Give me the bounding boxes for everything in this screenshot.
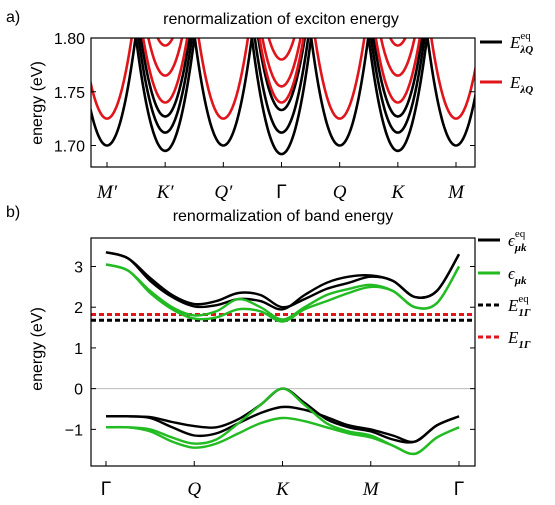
b-legend-eq-exciton-label: Eeq 1Γ [507, 293, 531, 319]
a-series0-valley-0-0 [91, 38, 137, 147]
b-xtick-label-0: Γ [101, 479, 111, 500]
a-series1-valley-6-0 [430, 38, 475, 120]
a-series1-valley-3-1 [261, 38, 302, 88]
a-xtick-label-5: K [390, 182, 405, 203]
b-legend-eq-exciton: Eeq 1Γ [478, 293, 531, 319]
a-series1-valley-5-0 [374, 38, 422, 104]
panel-b-label: b) [6, 204, 20, 221]
a-legend-eq-label: Eeq λQ [509, 30, 533, 56]
a-xtick-label-4: Q [333, 182, 347, 203]
b-ytick-label-1: 0 [74, 382, 83, 399]
b-xtick-label-2: K [275, 479, 290, 500]
a-legend-eq: Eeq λQ [480, 30, 533, 56]
panel-a-label: a) [6, 9, 20, 26]
a-ytick-label-2: 1.80 [54, 31, 85, 48]
a-ytick-label-1: 1.75 [54, 85, 85, 102]
a-ytick-label-0: 1.70 [54, 139, 85, 156]
a-series0-valley-2-0 [193, 38, 254, 147]
b-legend-ren-band: ϵμk [478, 264, 527, 287]
a-series0-valley-3-0 [250, 38, 313, 156]
a-xtick-label-2: Q′ [214, 182, 233, 203]
panel-a-ylabel: energy (eV) [29, 61, 46, 145]
panel-a-legend: Eeq λQ EλQ [480, 30, 533, 96]
a-series0-valley-5-2 [372, 38, 424, 118]
b-xtick-label-3: M [362, 479, 380, 500]
panel-b-legend: ϵeq μk ϵμk Eeq 1Γ E1Γ [478, 228, 531, 351]
a-legend-ren: EλQ [480, 73, 533, 96]
a-series1-valley-5-1 [379, 38, 416, 77]
a-series1-valley-2-0 [197, 38, 250, 120]
b-ytick-label-4: 3 [74, 260, 83, 277]
panel-a: a) renormalization of exciton energy ene… [6, 9, 533, 203]
b-xtick-label-4: Γ [454, 479, 464, 500]
panel-a-title: renormalization of exciton energy [163, 11, 399, 28]
b-legend-ren-exciton: E1Γ [478, 328, 531, 351]
a-series0-valley-4-0 [309, 38, 370, 147]
a-series1-valley-3-0 [258, 38, 305, 104]
a-series1-valley-1-1 [147, 38, 184, 77]
a-series0-valley-5-0 [367, 38, 429, 153]
b-xtick-label-1: Q [187, 479, 201, 500]
b-ytick-label-0: −1 [65, 422, 83, 439]
a-xtick-label-3: Γ [276, 182, 286, 203]
a-series1-valley-0-0 [91, 38, 133, 120]
panel-b-title: renormalization of band energy [173, 208, 394, 225]
b-ytick-label-2: 1 [74, 341, 83, 358]
a-series1-valley-4-0 [313, 38, 366, 120]
b-legend-eq-band: ϵeq μk [478, 228, 527, 254]
b-series-3 [105, 405, 460, 444]
a-frame [90, 37, 476, 168]
a-series1-valley-5-2 [388, 38, 407, 47]
b-legend-eq-band-label: ϵeq μk [508, 228, 527, 254]
b-series-7 [105, 416, 460, 456]
a-series0-valley-6-0 [426, 38, 475, 147]
b-series-1 [105, 251, 461, 311]
a-series0-valley-1-2 [139, 38, 191, 118]
b-series-5 [105, 263, 461, 323]
b-ytick-label-3: 2 [74, 300, 83, 317]
a-series1-valley-3-2 [267, 38, 296, 61]
a-xtick-label-6: M [447, 182, 465, 203]
panel-b: b) renormalization of band energy energy… [6, 204, 531, 500]
a-series0-valley-3-2 [256, 38, 307, 112]
b-legend-ren-exciton-label: E1Γ [507, 328, 531, 351]
a-series0-valley-1-0 [134, 38, 196, 153]
a-series1-valley-1-2 [156, 38, 175, 47]
b-legend-ren-band-label: ϵμk [508, 264, 527, 287]
a-series1-valley-1-0 [141, 38, 189, 104]
a-xtick-label-0: M′ [96, 182, 118, 203]
a-xtick-label-1: K′ [156, 182, 175, 203]
panel-b-ylabel: energy (eV) [29, 307, 46, 391]
a-legend-ren-label: EλQ [509, 73, 533, 96]
